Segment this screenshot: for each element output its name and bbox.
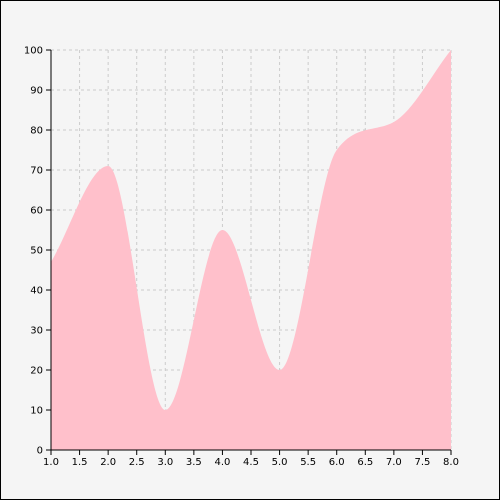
x-tick-label-2: 2.0 (100, 457, 116, 468)
y-tick-label-5: 50 (30, 246, 43, 257)
x-tick-label-13: 7.5 (414, 457, 430, 468)
y-axis-ticks: 0 10 20 30 40 50 60 70 80 90 100 (24, 46, 51, 457)
x-tick-label-9: 5.5 (300, 457, 316, 468)
x-tick-label-3: 2.5 (129, 457, 145, 468)
y-tick-label-0: 0 (37, 446, 43, 457)
x-axis-ticks: 1.0 1.5 2.0 2.5 3.0 3.5 4.0 4.5 5.0 5.5 6.0 6.5 7.0 7… (43, 450, 459, 468)
y-tick-label-9: 90 (30, 86, 43, 97)
x-tick-label-10: 6.0 (329, 457, 345, 468)
x-tick-label-12: 7.0 (386, 457, 402, 468)
y-tick-label-7: 70 (30, 166, 43, 177)
x-tick-label-5: 3.5 (186, 457, 202, 468)
x-tick-label-0: 1.0 (43, 457, 59, 468)
y-tick-label-10: 100 (24, 46, 43, 57)
area-series (51, 50, 451, 450)
y-tick-label-1: 10 (30, 406, 43, 417)
y-tick-label-8: 80 (30, 126, 43, 137)
x-tick-label-7: 4.5 (243, 457, 259, 468)
x-tick-label-14: 8.0 (443, 457, 459, 468)
y-tick-label-4: 40 (30, 286, 43, 297)
x-tick-label-1: 1.5 (72, 457, 88, 468)
x-tick-label-6: 4.0 (214, 457, 230, 468)
x-tick-label-8: 5.0 (272, 457, 288, 468)
x-tick-label-11: 6.5 (357, 457, 373, 468)
x-tick-label-4: 3.0 (157, 457, 173, 468)
y-tick-label-3: 30 (30, 326, 43, 337)
y-tick-label-6: 60 (30, 206, 43, 217)
y-tick-label-2: 20 (30, 366, 43, 377)
